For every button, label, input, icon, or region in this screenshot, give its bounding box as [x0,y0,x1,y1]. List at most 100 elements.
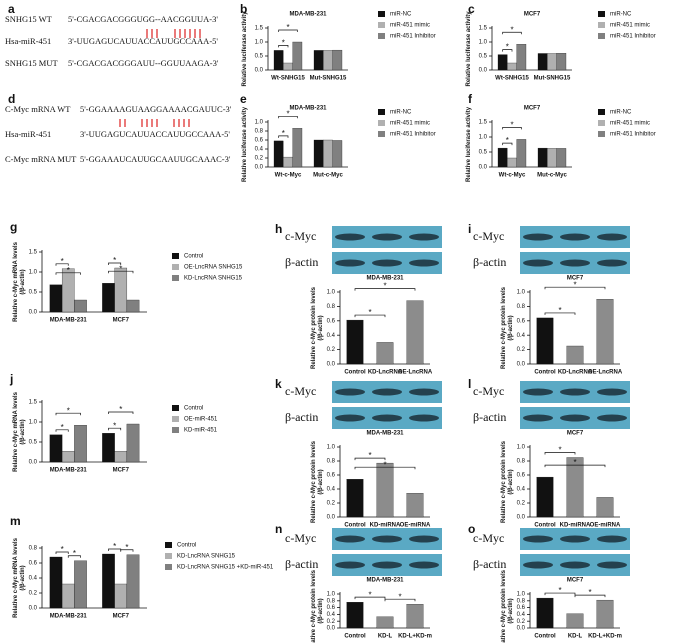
panel-letter: m [10,514,21,528]
legend-swatch [378,11,385,17]
blot-band [409,233,439,241]
significance-label: * [282,39,285,48]
y-tick-label: 1.0 [479,40,488,46]
legend-swatch [172,416,179,422]
y-axis-label-line: Relative luciferase activity [466,11,472,87]
bar [126,423,140,463]
blot-label: c-Myc [285,531,316,545]
y-tick-label: 1.0 [29,270,38,276]
significance-label: * [558,586,561,595]
x-tick-label: KD-LncRNA [558,370,593,376]
y-tick-label: 1.5 [29,400,38,406]
significance-bracket [354,596,386,600]
legend-label: miR-451 mimic [610,121,650,127]
y-tick-label: 0.5 [255,54,264,60]
y-tick-label: 0.2 [517,619,526,625]
bar [126,554,140,609]
panel-letter: l [468,377,471,391]
x-tick-label: OE-miRNA [590,523,621,529]
bar [556,148,567,168]
panel-letter: j [9,372,13,386]
y-tick-label: 0.8 [29,546,38,552]
bar [516,44,527,71]
y-tick-label: 1.0 [327,592,336,598]
significance-bracket [354,314,386,318]
y-tick-label: 0.0 [327,362,336,368]
significance-label: * [286,23,289,32]
significance-label: * [506,43,509,52]
significance-label: * [113,542,116,551]
sequence-label: C-Myc mRNA MUT [5,154,77,164]
bar [74,560,87,609]
bar [114,451,128,463]
significance-label: * [119,264,122,273]
y-axis-label-line: (/β-actin) [508,315,514,340]
blot-label: β-actin [285,557,318,571]
y-axis-label-line: (/β-actin) [318,469,324,494]
significance-bracket [67,555,81,558]
bar [547,148,557,168]
blot-label: c-Myc [285,384,316,398]
significance-label: * [282,129,285,138]
y-axis-label: Relative c-Myc protein levels(/β-actin) [311,286,324,369]
y-tick-label: 0.6 [29,561,38,567]
legend-swatch [598,109,605,115]
blot-band [597,259,627,267]
bar [102,553,115,609]
blot-band [372,561,402,569]
blot-band [372,259,402,267]
y-tick-label: 0.2 [517,501,526,507]
x-tick-label: Wt-SNHG15 [271,76,305,82]
legend-swatch [378,33,385,39]
chart-title: MCF7 [524,12,541,18]
significance-bracket [544,312,576,315]
significance-bracket [354,466,416,470]
blot-band [523,561,553,569]
significance-bracket [108,411,134,414]
y-tick-label: 0.0 [479,165,488,171]
significance-bracket [55,412,81,416]
blot-band [409,388,439,396]
panel-letter: o [468,522,475,536]
x-tick-label: MDA-MB-231 [50,318,88,324]
y-tick-label: 0.2 [327,619,336,625]
blot-band [409,535,439,543]
x-tick-label: Control [534,523,556,529]
significance-label: * [368,308,371,317]
y-axis-label: Relative c-Myc mRNA levels(/β-actin) [13,241,26,321]
significance-bracket [55,272,81,275]
y-tick-label: 0.4 [517,487,526,493]
y-tick-label: 1.0 [255,40,264,46]
significance-bracket [108,427,122,431]
significance-label: * [510,25,513,34]
legend-label: miR-NC [610,12,632,18]
y-tick-label: 0.0 [255,165,264,171]
y-tick-label: 1.0 [29,420,38,426]
blot-band [523,233,553,241]
significance-bracket [120,549,134,552]
y-axis-label: Relative luciferase activity [466,11,472,87]
chart-title: MDA-MB-231 [366,431,404,437]
legend-label: miR-NC [610,110,632,116]
bar [507,157,517,168]
x-tick-label: Control [344,634,366,640]
y-tick-label: 0.4 [255,147,264,153]
panel-letter: i [468,222,471,236]
legend-label: Control [177,543,196,549]
significance-bracket [574,594,606,598]
bar [376,342,394,365]
blot-band [597,561,627,569]
x-tick-label: KD-miRNA [560,523,591,529]
bar [74,425,87,463]
y-tick-label: 0.8 [327,598,336,604]
bar [74,299,87,313]
legend-label: miR-451 mimic [390,121,430,127]
bar [537,53,548,71]
bar [273,140,284,168]
blot-label: β-actin [473,410,506,424]
x-tick-label: Mut-c-Myc [537,173,567,179]
bar [566,613,584,629]
bar [313,50,324,71]
significance-label: * [73,549,76,558]
